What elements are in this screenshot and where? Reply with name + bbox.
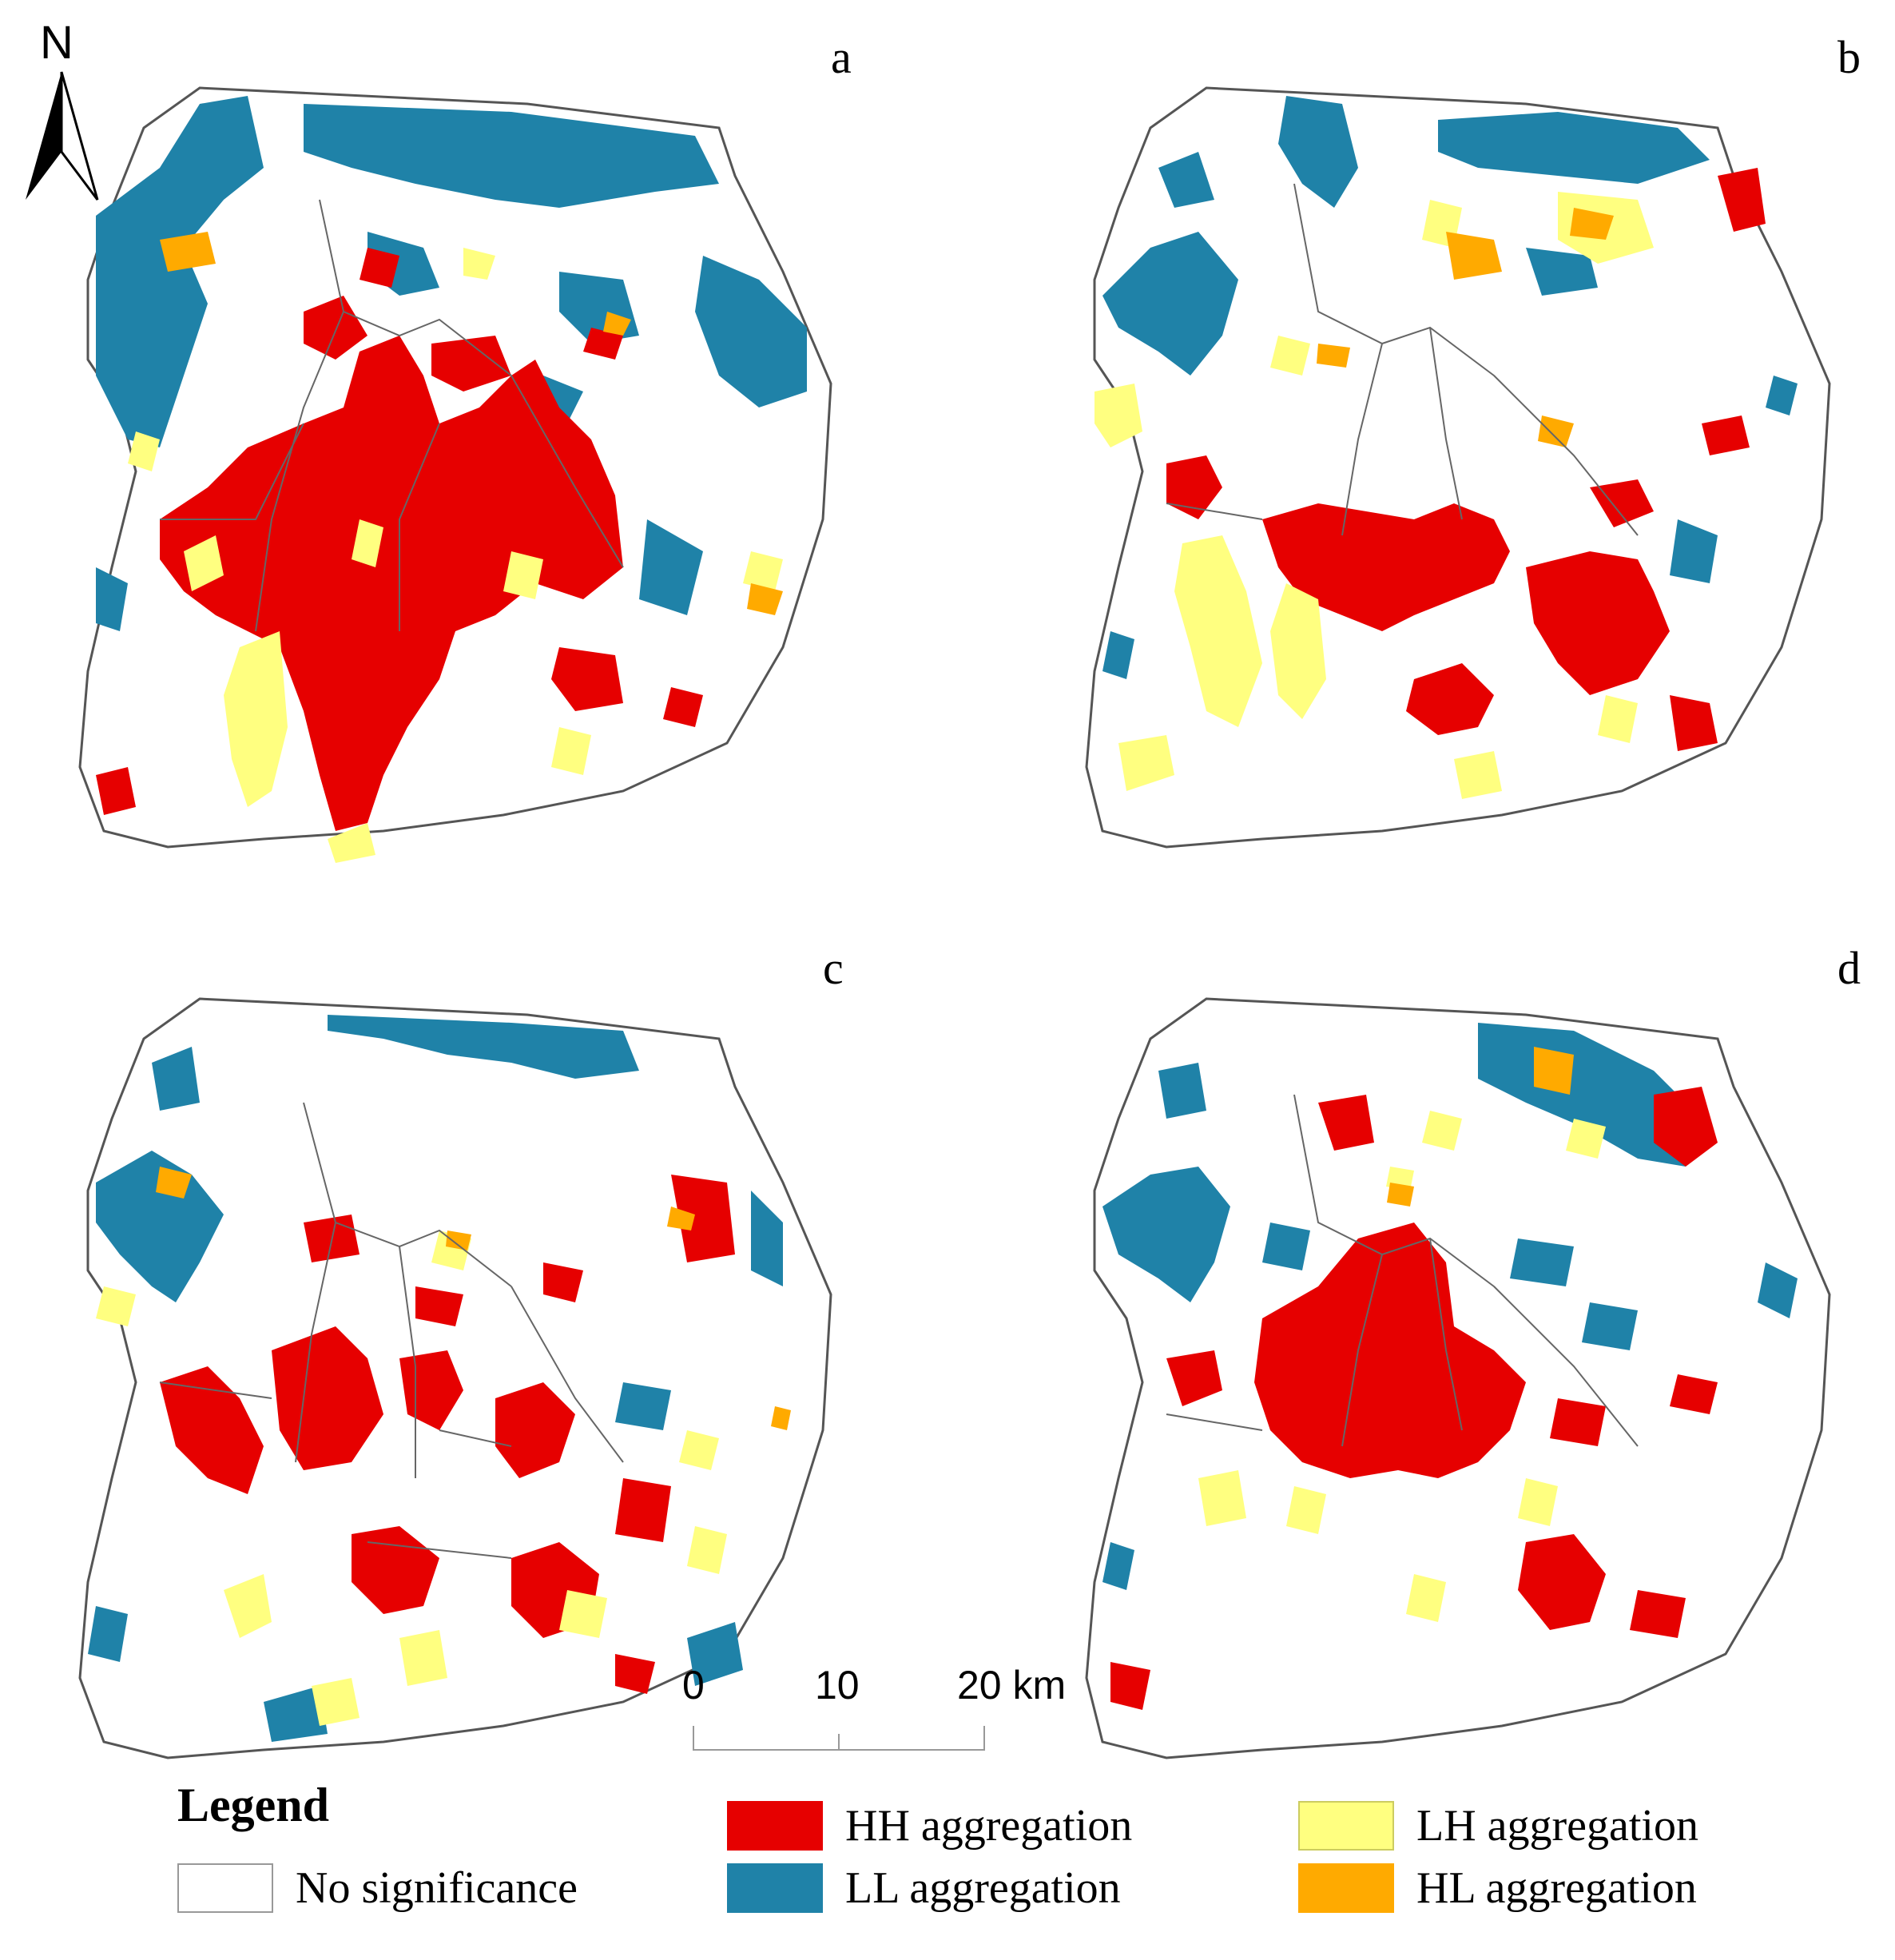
north-arrow-icon <box>26 71 99 201</box>
legend-label-no-significance: No significance <box>296 1863 578 1913</box>
scale-bar: 0 10 20 km <box>679 1662 1094 1774</box>
map-b <box>1085 86 1831 849</box>
map-panel-d: d <box>1079 942 1861 1782</box>
legend-swatch-no-significance <box>177 1863 273 1913</box>
map-panel-c: c <box>64 942 847 1782</box>
legend-label-hl: HL aggregation <box>1416 1863 1697 1913</box>
legend-item-lh: LH aggregation <box>1298 1799 1698 1852</box>
legend-label-hh: HH aggregation <box>845 1801 1133 1851</box>
legend-item-no-significance: No significance <box>177 1862 578 1914</box>
legend-item-hl: HL aggregation <box>1298 1862 1697 1914</box>
north-label: N <box>40 17 73 69</box>
legend-label-lh: LH aggregation <box>1416 1801 1698 1851</box>
panel-label-d: d <box>1837 942 1861 994</box>
legend-swatch-ll <box>727 1863 823 1913</box>
panel-label-b: b <box>1837 31 1861 83</box>
map-a <box>78 86 832 863</box>
panel-label-a: a <box>831 31 852 83</box>
legend-label-ll: LL aggregation <box>845 1863 1121 1913</box>
legend-title: Legend <box>177 1779 330 1831</box>
scale-tick-10: 10 <box>815 1663 860 1708</box>
legend-item-ll: LL aggregation <box>727 1862 1121 1914</box>
scale-tick-0: 0 <box>682 1663 705 1708</box>
scale-tick-20: 20 km <box>957 1663 1067 1708</box>
panel-label-c: c <box>823 942 844 994</box>
legend-swatch-lh <box>1298 1801 1394 1851</box>
legend-swatch-hh <box>727 1801 823 1851</box>
scale-bar-line <box>693 1726 985 1751</box>
legend-swatch-hl <box>1298 1863 1394 1913</box>
north-arrow: N <box>18 16 105 208</box>
map-c <box>78 997 832 1759</box>
map-panel-b: b <box>1079 31 1861 871</box>
legend-item-hh: HH aggregation <box>727 1799 1132 1852</box>
map-d <box>1085 997 1831 1759</box>
map-panel-a: a <box>64 31 852 871</box>
